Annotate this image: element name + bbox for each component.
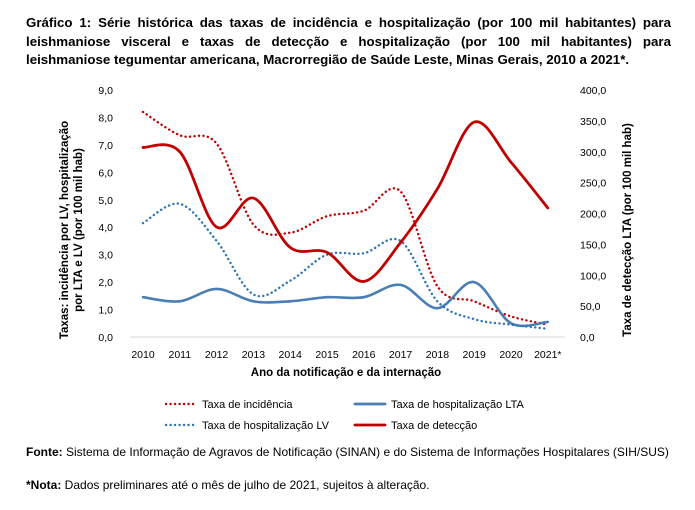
x-tick-label: 2016 bbox=[352, 349, 376, 361]
source-label: Fonte: bbox=[26, 445, 63, 459]
y-left-tick-label: 6,0 bbox=[98, 167, 113, 179]
y-right-tick-label: 400,0 bbox=[580, 85, 606, 97]
note-label: *Nota: bbox=[26, 478, 62, 492]
chart-title: Gráfico 1: Série histórica das taxas de … bbox=[26, 15, 671, 67]
y-right-tick-label: 200,0 bbox=[580, 209, 606, 221]
y-left-tick-label: 1,0 bbox=[98, 305, 113, 317]
y-right-tick-label: 250,0 bbox=[580, 178, 606, 190]
right-axis-ticks: 0,0 50,0 100,0 150,0 200,0 250,0 300,0 350,0 400… bbox=[580, 85, 606, 344]
x-axis-ticks: 2010 2011 2012 2013 2014 2015 2016 2017 2018 2019… bbox=[131, 349, 561, 361]
y-right-tick-label: 50,0 bbox=[580, 301, 601, 313]
y-left-tick-label: 3,0 bbox=[98, 250, 113, 262]
legend-label: Taxa de hospitalização LV bbox=[202, 420, 330, 432]
x-tick-label: 2011 bbox=[169, 349, 192, 361]
chart-area: 0,0 1,0 2,0 3,0 4,0 5,0 6,0 7,0 8,0 9,0 0,0 50,0 10… bbox=[59, 85, 634, 432]
y-right-tick-label: 0,0 bbox=[580, 332, 595, 344]
footnote: *Nota: Dados preliminares até o mês de j… bbox=[26, 477, 676, 494]
x-tick-label: 2018 bbox=[426, 349, 450, 361]
legend: Taxa de incidência Taxa de hospitalização… bbox=[164, 399, 525, 432]
series-line-1 bbox=[141, 280, 550, 328]
y-axis-right-title: Taxa de detecção LTA (por 100 mil hab) bbox=[622, 123, 634, 337]
x-axis-title: Ano da notificação e da internação bbox=[251, 367, 441, 379]
y-left-tick-label: 2,0 bbox=[98, 277, 113, 289]
y-left-tick-label: 7,0 bbox=[98, 140, 113, 152]
x-tick-label: 2021* bbox=[534, 349, 561, 361]
x-tick-label: 2010 bbox=[131, 349, 155, 361]
source-text: Sistema de Informação de Agravos de Noti… bbox=[62, 445, 669, 459]
legend-label: Taxa de incidência bbox=[202, 399, 293, 411]
y-left-tick-label: 0,0 bbox=[98, 332, 113, 344]
y-left-tick-label: 8,0 bbox=[98, 112, 113, 124]
y-right-tick-label: 150,0 bbox=[580, 239, 606, 251]
series-line-0 bbox=[141, 110, 549, 326]
legend-label: Taxa de detecção bbox=[391, 420, 477, 432]
x-tick-label: 2014 bbox=[279, 349, 303, 361]
series-line-3 bbox=[141, 120, 550, 283]
left-axis-ticks: 0,0 1,0 2,0 3,0 4,0 5,0 6,0 7,0 8,0 9,0 bbox=[98, 85, 113, 344]
x-tick-label: 2015 bbox=[315, 349, 339, 361]
y-axis-left-title: Taxas: incidência por LV, hospitalização… bbox=[59, 121, 85, 339]
note-text: Dados preliminares até o mês de julho de… bbox=[61, 478, 430, 492]
source-note: Fonte: Sistema de Informação de Agravos … bbox=[26, 444, 676, 461]
x-tick-label: 2013 bbox=[242, 349, 266, 361]
y-right-tick-label: 300,0 bbox=[580, 147, 606, 159]
y-left-tick-label: 5,0 bbox=[98, 195, 113, 207]
y-left-tick-label: 9,0 bbox=[98, 85, 113, 97]
series-line-2 bbox=[141, 202, 549, 330]
x-tick-label: 2020 bbox=[499, 349, 523, 361]
x-tick-label: 2017 bbox=[389, 349, 413, 361]
y-right-tick-label: 100,0 bbox=[580, 270, 606, 282]
y-right-tick-label: 350,0 bbox=[580, 116, 606, 128]
series-layer bbox=[141, 110, 550, 330]
y-left-tick-label: 4,0 bbox=[98, 222, 113, 234]
y-axis-left-title-line: Taxas: incidência por LV, hospitalização bbox=[59, 121, 71, 339]
x-tick-label: 2012 bbox=[205, 349, 229, 361]
y-axis-left-title-line: por LTA e LV (por 100 mil hab) bbox=[73, 148, 85, 312]
x-tick-label: 2019 bbox=[463, 349, 487, 361]
legend-label: Taxa de hospitalização LTA bbox=[391, 399, 525, 411]
